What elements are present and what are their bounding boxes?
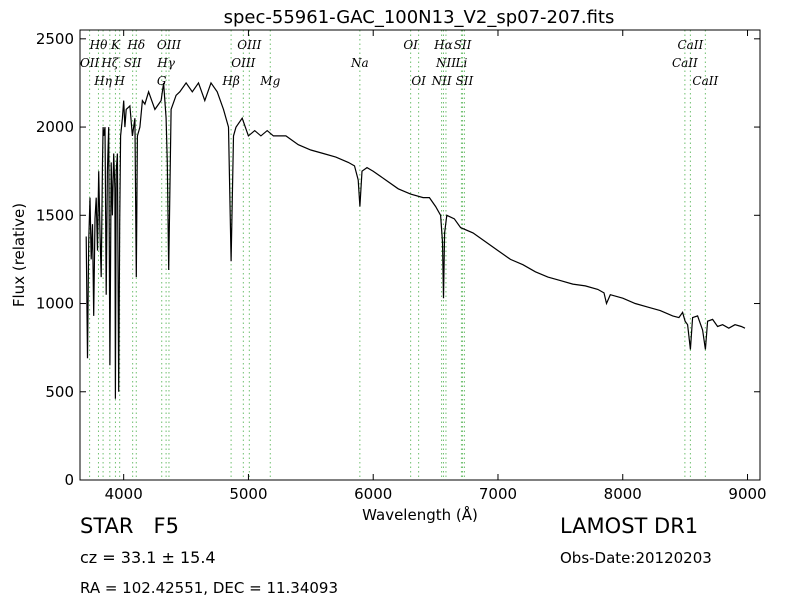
line-label: G bbox=[157, 74, 167, 88]
y-tick-label: 1000 bbox=[36, 295, 74, 313]
plot-frame bbox=[79, 29, 761, 481]
line-label: Hζ bbox=[100, 56, 119, 70]
line-label: Na bbox=[350, 56, 369, 70]
object-class: STAR F5 bbox=[80, 514, 179, 538]
subclass-label: F5 bbox=[153, 514, 179, 538]
line-label: Mg bbox=[259, 74, 280, 88]
line-label: Hγ bbox=[156, 56, 175, 70]
y-axis-label: Flux (relative) bbox=[10, 203, 28, 307]
line-label: Hθ bbox=[89, 38, 108, 52]
y-tick-label: 1500 bbox=[36, 206, 74, 224]
line-label: K bbox=[110, 38, 121, 52]
x-axis-label: Wavelength (Å) bbox=[362, 505, 478, 524]
line-label: SII bbox=[124, 56, 142, 70]
chart-title: spec-55961-GAC_100N13_V2_sp07-207.fits bbox=[224, 7, 615, 28]
survey-label: LAMOST DR1 bbox=[560, 514, 699, 538]
x-tick-label: 8000 bbox=[604, 485, 642, 503]
spectrum-line bbox=[85, 81, 746, 399]
x-tick-label: 5000 bbox=[229, 485, 267, 503]
line-label: H bbox=[113, 74, 125, 88]
obs-date: Obs-Date:20120203 bbox=[560, 549, 712, 567]
x-tick-label: 9000 bbox=[728, 485, 766, 503]
line-label: OI bbox=[411, 74, 426, 88]
line-label: Li bbox=[455, 56, 468, 70]
x-tick-label: 6000 bbox=[354, 485, 392, 503]
line-label: Hβ bbox=[221, 74, 239, 88]
redshift-text: cz = 33.1 ± 15.4 bbox=[80, 548, 216, 567]
class-label: STAR bbox=[80, 514, 134, 538]
line-label: CaII bbox=[692, 74, 718, 88]
x-tick-label: 7000 bbox=[479, 485, 517, 503]
x-tick-label: 4000 bbox=[105, 485, 143, 503]
line-label: SII bbox=[456, 74, 474, 88]
line-label: NII bbox=[431, 74, 452, 88]
y-tick-label: 0 bbox=[64, 471, 74, 489]
line-label: OIII bbox=[231, 56, 255, 70]
line-label: SII bbox=[454, 38, 472, 52]
line-label: CaII bbox=[672, 56, 698, 70]
y-tick-label: 2000 bbox=[36, 118, 74, 136]
line-label: CaII bbox=[677, 38, 703, 52]
line-label: OI bbox=[403, 38, 418, 52]
line-label: NII bbox=[435, 56, 456, 70]
x-axis-ticks: 4000 5000 6000 7000 8000 9000 bbox=[105, 30, 767, 503]
line-label: OIII bbox=[157, 38, 181, 52]
spectral-line-markers bbox=[89, 30, 706, 480]
y-tick-label: 2500 bbox=[36, 30, 74, 48]
line-label: Hη bbox=[93, 74, 112, 88]
y-axis-ticks: 0 500 1000 1500 2000 2500 bbox=[36, 30, 760, 489]
line-label: OIII bbox=[237, 38, 261, 52]
y-tick-label: 500 bbox=[45, 383, 74, 401]
line-label: Hδ bbox=[126, 38, 145, 52]
coordinates: RA = 102.42551, DEC = 11.34093 bbox=[80, 579, 339, 597]
line-label: OII bbox=[80, 56, 100, 70]
line-label: Hα bbox=[433, 38, 453, 52]
